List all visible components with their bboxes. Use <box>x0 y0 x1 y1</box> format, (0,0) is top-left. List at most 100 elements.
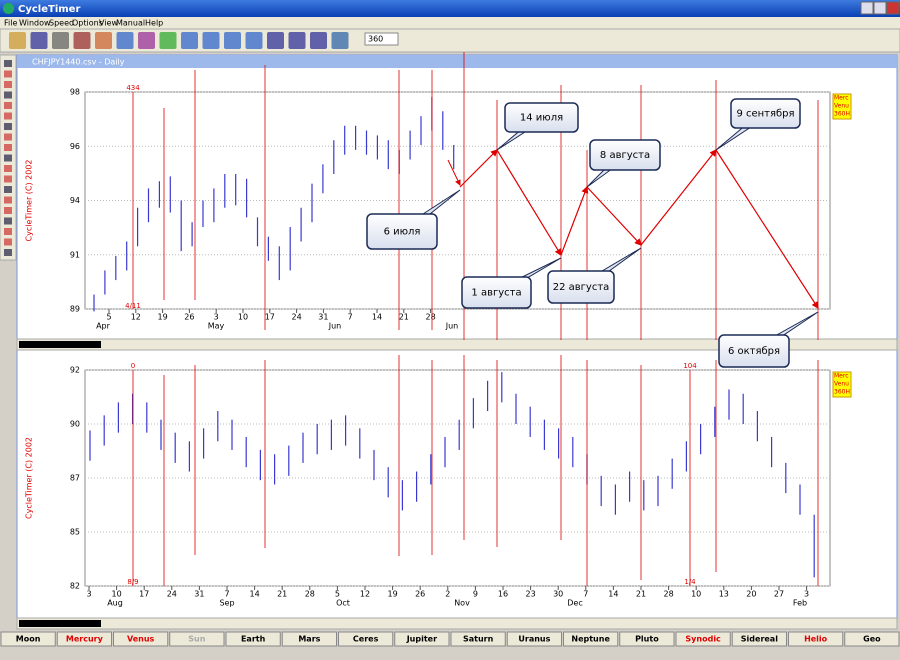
callout-text: 22 августа <box>553 282 610 293</box>
tab[interactable] <box>56 631 112 647</box>
tab-label[interactable]: Uranus <box>518 635 550 644</box>
tab[interactable] <box>788 631 844 647</box>
tool-button[interactable] <box>4 249 12 256</box>
tool-button[interactable] <box>4 112 12 120</box>
tool-button[interactable] <box>4 207 12 214</box>
tool-button[interactable] <box>4 123 12 130</box>
tab-label[interactable]: Mars <box>298 635 320 644</box>
tool-button[interactable] <box>4 217 12 225</box>
toolbar-button[interactable] <box>95 32 112 49</box>
tab[interactable] <box>563 631 619 647</box>
maximize-button[interactable] <box>873 1 887 15</box>
document-title-bar <box>17 55 897 68</box>
toolbar-button[interactable] <box>331 32 349 49</box>
menu-item[interactable]: View <box>99 19 118 28</box>
tab-label[interactable]: Sun <box>188 635 205 644</box>
tool-button[interactable] <box>4 102 12 109</box>
toolbar-button[interactable] <box>52 32 69 49</box>
tool-button[interactable] <box>4 60 12 67</box>
tool-button[interactable] <box>4 133 12 141</box>
tab-label[interactable]: Geo <box>863 635 881 644</box>
callout-text: 6 июля <box>384 227 421 238</box>
x-tick-label: 20 <box>746 590 756 599</box>
tab[interactable] <box>338 631 394 647</box>
legend-entry: Venu <box>834 381 849 388</box>
y-tick-label: 96 <box>70 142 80 151</box>
tab[interactable] <box>450 631 506 647</box>
tab-label[interactable]: Synodic <box>685 635 721 644</box>
tab-label[interactable]: Moon <box>16 635 41 644</box>
tab[interactable] <box>169 631 225 647</box>
menu-item[interactable]: Manual <box>116 19 145 28</box>
menu-item[interactable]: Help <box>145 19 163 28</box>
toolbar-button[interactable] <box>202 32 220 49</box>
cycle-label: 104 <box>683 362 697 370</box>
arrow <box>447 159 461 186</box>
x-tick-label: 3 <box>804 590 809 599</box>
menu-item[interactable]: Speed <box>49 19 74 28</box>
x-tick-label: 10 <box>238 313 248 322</box>
minimize-button[interactable] <box>860 1 874 15</box>
tab-label[interactable]: Mercury <box>66 635 104 644</box>
scroll-thumb[interactable] <box>19 341 101 348</box>
tool-button[interactable] <box>4 154 12 162</box>
arrow <box>459 149 498 188</box>
scroll-thumb[interactable] <box>19 620 101 627</box>
tab[interactable] <box>225 631 281 647</box>
tool-button[interactable] <box>4 81 12 88</box>
tool-button[interactable] <box>4 70 12 78</box>
toolbar-button[interactable] <box>30 32 48 49</box>
tool-button[interactable] <box>4 186 12 193</box>
tab[interactable] <box>731 631 787 647</box>
toolbar-button[interactable] <box>138 32 155 49</box>
tool-button[interactable] <box>4 91 12 99</box>
tab[interactable] <box>506 631 562 647</box>
tab[interactable] <box>0 631 56 647</box>
tool-button[interactable] <box>4 228 12 235</box>
x-tick-label: 28 <box>305 590 315 599</box>
x-tick-label: 28 <box>664 590 674 599</box>
scrollbar[interactable] <box>16 617 898 630</box>
tab[interactable] <box>113 631 169 647</box>
toolbar-button[interactable] <box>310 32 327 49</box>
tab[interactable] <box>675 631 731 647</box>
tab-label[interactable]: Venus <box>127 635 155 644</box>
toolbar-input[interactable] <box>364 32 399 46</box>
toolbar-button[interactable] <box>181 32 198 49</box>
tab-label[interactable]: Earth <box>241 635 266 644</box>
menu-item[interactable]: File <box>4 19 17 28</box>
tab[interactable] <box>619 631 675 647</box>
toolbar-button[interactable] <box>245 32 263 49</box>
y-tick-label: 87 <box>70 474 80 483</box>
x-tick-label: 14 <box>372 313 382 322</box>
toolbar-button[interactable] <box>9 32 26 49</box>
tab-label[interactable]: Pluto <box>635 635 659 644</box>
menu-item[interactable]: Options <box>72 19 103 28</box>
toolbar-button[interactable] <box>159 32 177 49</box>
tab-label[interactable]: Jupiter <box>406 635 437 644</box>
tool-button[interactable] <box>4 175 12 183</box>
tool-button[interactable] <box>4 144 12 151</box>
tool-button[interactable] <box>4 196 12 204</box>
tool-button[interactable] <box>4 238 12 246</box>
toolbar-button[interactable] <box>116 32 134 49</box>
x-tick-label: 9 <box>473 590 478 599</box>
tab[interactable] <box>844 631 900 647</box>
tab[interactable] <box>394 631 450 647</box>
tab-label[interactable]: Neptune <box>571 635 610 644</box>
y-tick-label: 90 <box>70 420 80 429</box>
toolbar-button[interactable] <box>267 32 284 49</box>
toolbar-button[interactable] <box>224 32 241 49</box>
tab[interactable] <box>281 631 337 647</box>
tab-label[interactable]: Saturn <box>463 635 494 644</box>
tab-label[interactable]: Sidereal <box>741 635 778 644</box>
toolbar-button[interactable] <box>288 32 306 49</box>
tool-button[interactable] <box>4 165 12 172</box>
tab-label[interactable]: Ceres <box>353 635 379 644</box>
menu-item[interactable]: Window <box>19 19 51 28</box>
scrollbar[interactable] <box>16 338 898 351</box>
tab-label[interactable]: Helio <box>804 635 828 644</box>
arrow <box>560 185 589 256</box>
toolbar-button[interactable] <box>73 32 91 49</box>
close-button[interactable] <box>886 1 900 15</box>
